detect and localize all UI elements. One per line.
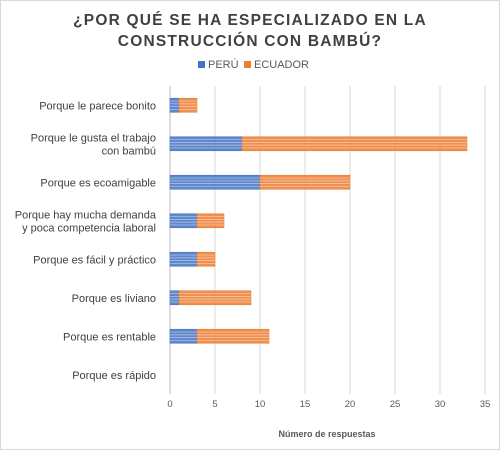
category-label-2: Porque es ecoamigable bbox=[40, 177, 156, 189]
legend-label-0: PERÚ bbox=[208, 58, 239, 71]
bar-1-0 bbox=[178, 97, 198, 113]
bar-0-0 bbox=[169, 97, 180, 113]
bar-1-3 bbox=[196, 213, 225, 229]
category-label-3: y poca competencia laboral bbox=[22, 222, 156, 234]
bar-1-4 bbox=[196, 251, 216, 267]
bar-0-3 bbox=[169, 213, 198, 229]
x-tick-label-35: 35 bbox=[480, 399, 491, 410]
category-label-7: Porque es rápido bbox=[72, 370, 156, 382]
x-tick-labels: 0 5 10 15 20 25 30 35 bbox=[167, 399, 490, 410]
bar-0-4 bbox=[169, 251, 198, 267]
bar-1-2 bbox=[259, 174, 351, 190]
category-label-1: con bambú bbox=[102, 145, 156, 157]
legend-swatch-0 bbox=[198, 61, 205, 68]
bar-0-2 bbox=[169, 174, 261, 190]
bar-1-6 bbox=[196, 328, 270, 344]
bar-1-1 bbox=[241, 136, 468, 152]
x-tick-label-10: 10 bbox=[255, 399, 266, 410]
x-tick-label-20: 20 bbox=[345, 399, 356, 410]
bar-0-1 bbox=[169, 136, 243, 152]
category-label-3: Porque hay mucha demanda bbox=[15, 209, 157, 221]
legend: PERÚ ECUADOR bbox=[198, 58, 309, 71]
x-tick-label-5: 5 bbox=[212, 399, 217, 410]
bar-1-5 bbox=[178, 290, 252, 306]
x-tick-label-15: 15 bbox=[300, 399, 311, 410]
x-tick-label-25: 25 bbox=[390, 399, 401, 410]
category-label-1: Porque le gusta el trabajo bbox=[31, 132, 156, 144]
legend-swatch-1 bbox=[244, 61, 251, 68]
category-labels: Porque le parece bonito Porque le gusta e… bbox=[15, 100, 157, 382]
chart-title-line-1: ¿POR QUÉ SE HA ESPECIALIZADO EN LA bbox=[73, 12, 427, 29]
category-label-4: Porque es fácil y práctico bbox=[33, 254, 156, 266]
bar-0-6 bbox=[169, 328, 198, 344]
x-tick-label-0: 0 bbox=[167, 399, 172, 410]
x-tick-label-30: 30 bbox=[435, 399, 446, 410]
category-label-5: Porque es liviano bbox=[72, 293, 156, 305]
category-label-0: Porque le parece bonito bbox=[39, 100, 156, 112]
category-label-6: Porque es rentable bbox=[63, 331, 156, 343]
chart-title-line-2: CONSTRUCCIÓN CON BAMBÚ? bbox=[118, 32, 382, 50]
gridlines bbox=[169, 86, 486, 394]
x-axis-label: Número de respuestas bbox=[278, 429, 375, 439]
bars bbox=[169, 97, 468, 344]
bar-0-5 bbox=[169, 290, 180, 306]
legend-label-1: ECUADOR bbox=[254, 59, 309, 71]
